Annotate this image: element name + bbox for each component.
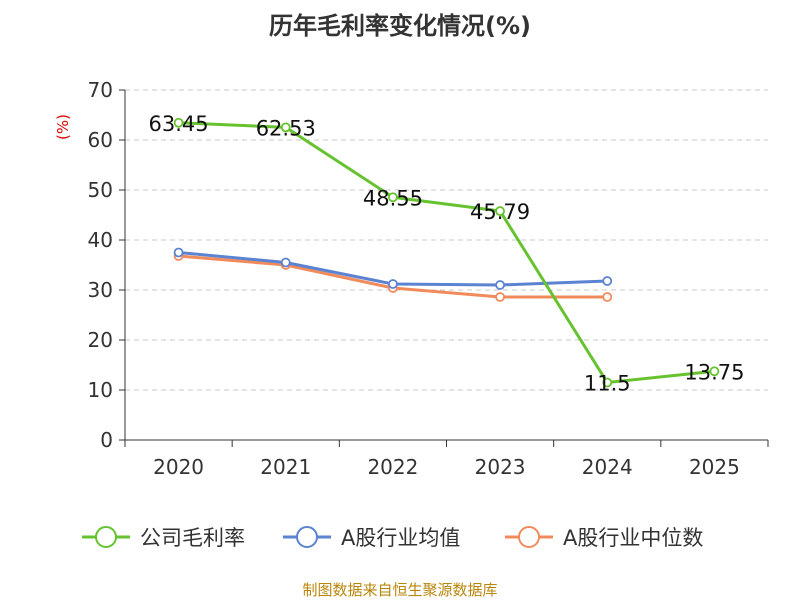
y-tick-label: 10 [88, 378, 113, 402]
legend-item-0: 公司毛利率 [82, 526, 245, 550]
data-point [280, 122, 291, 133]
data-label: 13.75 [684, 360, 744, 384]
y-tick-label: 40 [88, 228, 113, 252]
data-label: 62.53 [256, 116, 316, 140]
data-label: 63.45 [149, 112, 209, 136]
series-layer [173, 117, 720, 388]
axes: 0 10 20 30 40 50 60 70 2020 2021 2022 2023 2024 2025 [88, 78, 769, 479]
data-point [495, 280, 505, 290]
x-tick-label: 2024 [582, 455, 633, 479]
legend-item-2: A股行业中位数 [505, 526, 703, 550]
chart-title: 历年毛利率变化情况(%) [269, 12, 531, 40]
data-point [388, 192, 398, 203]
data-point [602, 276, 613, 286]
data-point [602, 292, 613, 302]
y-tick-label: 0 [100, 428, 113, 452]
data-point [173, 247, 184, 258]
data-labels: 63.45 62.53 48.55 45.79 11.5 13.75 [149, 112, 745, 396]
data-point [709, 366, 720, 377]
legend-marker [518, 526, 540, 548]
legend-label: A股行业中位数 [563, 526, 703, 550]
data-label: 11.5 [584, 372, 631, 396]
y-tick-label: 30 [88, 278, 113, 302]
x-tick-label: 2025 [689, 455, 740, 479]
y-tick-label: 60 [88, 128, 113, 152]
x-tick-label: 2022 [367, 455, 418, 479]
legend: 公司毛利率 A股行业均值 A股行业中位数 [82, 526, 703, 550]
source-note: 制图数据来自恒生聚源数据库 [302, 581, 497, 599]
legend-marker [95, 526, 117, 548]
y-axis-label: (%) [54, 114, 72, 140]
legend-item-1: A股行业均值 [283, 526, 460, 550]
y-tick-label: 50 [88, 178, 113, 202]
x-tick-label: 2023 [475, 455, 526, 479]
data-point [173, 117, 184, 128]
data-point [602, 377, 613, 388]
x-tick-label: 2021 [260, 455, 311, 479]
grid-lines [125, 89, 768, 391]
series-line-0 [178, 121, 715, 384]
x-tick-label: 2020 [153, 455, 204, 479]
legend-label: A股行业均值 [341, 526, 460, 550]
data-point [280, 257, 291, 268]
legend-marker [296, 526, 318, 548]
data-point [495, 292, 505, 302]
data-label: 48.55 [363, 186, 423, 210]
data-point [388, 279, 398, 289]
y-tick-label: 70 [88, 78, 113, 102]
data-label: 45.79 [470, 200, 530, 224]
data-point [495, 206, 505, 216]
legend-label: 公司毛利率 [140, 526, 245, 550]
y-tick-label: 20 [88, 328, 113, 352]
